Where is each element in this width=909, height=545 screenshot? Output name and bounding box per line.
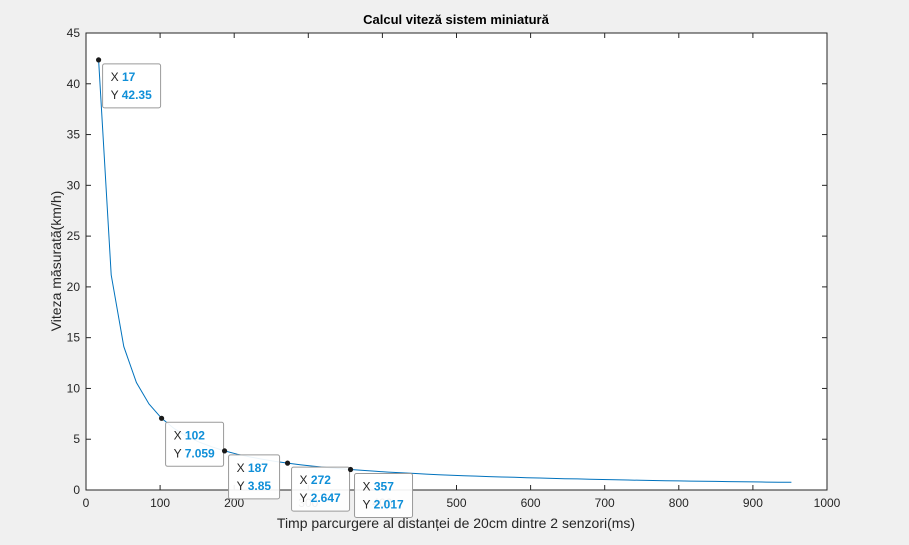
y-axis-label: Viteza măsurată(km/h) [48, 191, 64, 332]
axes-background [85, 32, 828, 491]
datatip-x-text: X 357 [363, 480, 395, 494]
chart-title: Calcul viteză sistem miniatură [363, 12, 549, 27]
axis-ticks [85, 32, 828, 491]
y-tick-label: 40 [67, 77, 81, 91]
datatip-y-text: Y 7.059 [174, 446, 215, 460]
datatip[interactable]: X 17Y 42.35 [95, 57, 162, 109]
x-tick-label: 100 [150, 496, 170, 510]
datatip-box [354, 473, 414, 519]
x-tick-label: 700 [595, 496, 615, 510]
datatip-x-text: X 187 [237, 461, 269, 475]
datatip-prefix: Y [111, 88, 122, 102]
datatip-marker [347, 466, 354, 473]
datatip-y-text: Y 42.35 [111, 88, 152, 102]
datatip-prefix: Y [363, 498, 374, 512]
y-tick-label: 30 [67, 178, 81, 192]
datatip-marker [158, 415, 165, 421]
y-tick-label: 0 [73, 483, 80, 497]
x-tick-label: 0 [83, 496, 90, 510]
y-tick-label: 5 [73, 432, 80, 446]
datatip-value: 2.647 [311, 491, 341, 505]
datatip-x-text: X 102 [174, 428, 206, 442]
datatip-value: 17 [122, 70, 136, 84]
y-tick-label: 20 [67, 280, 81, 294]
datatip-y-text: Y 2.017 [363, 498, 404, 512]
datatip-value: 357 [374, 480, 394, 494]
y-tick-label: 25 [67, 229, 81, 243]
y-tick-label: 35 [67, 128, 81, 142]
y-tick-label: 15 [67, 331, 81, 345]
datatip-prefix: X [237, 461, 248, 475]
x-tick-label: 200 [224, 496, 244, 510]
datatip-x-text: X 272 [300, 473, 332, 487]
datatip-prefix: Y [300, 491, 311, 505]
x-axis-label: Timp parcurgere al distanței de 20cm din… [277, 515, 635, 531]
datatip-prefix: X [111, 70, 122, 84]
datatip-box [102, 63, 162, 109]
datatip-value: 187 [248, 461, 268, 475]
datatip-box [291, 466, 351, 512]
datatip-y-text: Y 2.647 [300, 491, 341, 505]
datatip-x-text: X 17 [111, 70, 136, 84]
datatip-box [165, 421, 225, 467]
datatip-prefix: Y [237, 479, 248, 493]
datatip-prefix: Y [174, 446, 185, 460]
datatip-value: 7.059 [185, 446, 215, 460]
datatip-value: 272 [311, 473, 331, 487]
datatip-y-text: Y 3.85 [237, 479, 272, 493]
datatip-prefix: X [300, 473, 311, 487]
datatip-prefix: X [174, 428, 185, 442]
x-tick-label: 600 [521, 496, 541, 510]
datatip-marker [221, 448, 228, 454]
datatip-value: 42.35 [122, 88, 152, 102]
datatip-value: 2.017 [374, 498, 404, 512]
datatip-prefix: X [363, 480, 374, 494]
datatip-marker [284, 460, 291, 466]
y-tick-label: 10 [67, 381, 81, 395]
x-tick-label: 1000 [814, 496, 841, 510]
y-tick-label: 45 [67, 26, 81, 40]
datatip-box [228, 454, 281, 500]
datatip-marker [95, 57, 102, 63]
datatip-value: 3.85 [248, 479, 272, 493]
datatip-value: 102 [185, 428, 205, 442]
x-tick-label: 900 [743, 496, 763, 510]
x-tick-label: 500 [446, 496, 466, 510]
x-tick-label: 800 [669, 496, 689, 510]
